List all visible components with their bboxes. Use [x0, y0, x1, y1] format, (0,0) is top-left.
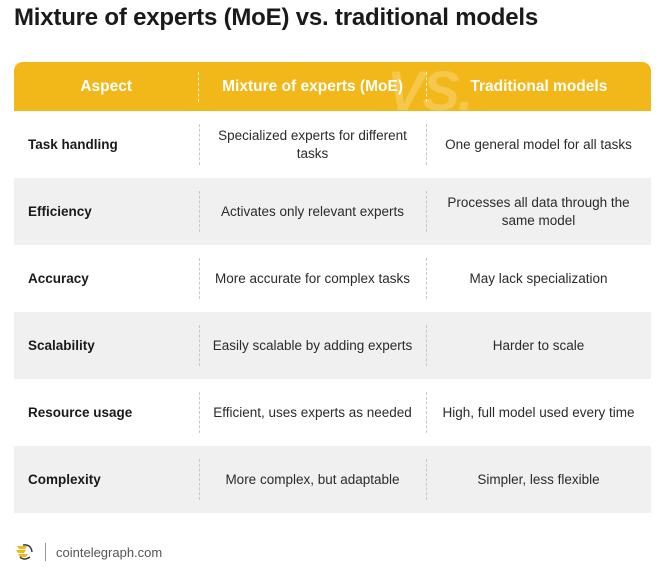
row-moe: More complex, but adaptable [199, 446, 426, 513]
row-traditional: Processes all data through the same mode… [426, 178, 651, 245]
row-traditional: May lack specialization [426, 245, 651, 312]
footer-divider [45, 543, 46, 561]
source-link[interactable]: cointelegraph.com [56, 544, 163, 560]
page-title: Mixture of experts (MoE) vs. traditional… [14, 4, 539, 31]
row-traditional: Simpler, less flexible [426, 446, 651, 513]
row-aspect: Scalability [28, 337, 95, 353]
row-aspect: Efficiency [28, 203, 92, 219]
header-traditional: Traditional models [425, 72, 651, 102]
row-moe: Activates only relevant experts [199, 178, 426, 245]
row-moe: More accurate for complex tasks [199, 245, 426, 312]
table-row: Scalability Easily scalable by adding ex… [14, 312, 651, 379]
table-row: Efficiency Activates only relevant exper… [14, 178, 651, 245]
row-aspect: Accuracy [28, 270, 89, 286]
row-traditional: One general model for all tasks [426, 111, 651, 178]
cointelegraph-logo-icon [14, 542, 36, 562]
footer: cointelegraph.com [14, 541, 162, 563]
header-moe: Mixture of experts (MoE) [198, 72, 425, 102]
table-row: Complexity More complex, but adaptable S… [14, 446, 651, 513]
row-aspect: Resource usage [28, 404, 133, 420]
row-aspect: Complexity [28, 471, 101, 487]
row-traditional: Harder to scale [426, 312, 651, 379]
row-moe: Specialized experts for different tasks [199, 111, 426, 178]
table-header: VS. Aspect Mixture of experts (MoE) Trad… [14, 62, 651, 111]
row-moe: Easily scalable by adding experts [199, 312, 426, 379]
comparison-table: VS. Aspect Mixture of experts (MoE) Trad… [14, 62, 651, 513]
row-traditional: High, full model used every time [426, 379, 651, 446]
row-aspect: Task handling [28, 136, 118, 152]
row-moe: Efficient, uses experts as needed [199, 379, 426, 446]
table-row: Accuracy More accurate for complex tasks… [14, 245, 651, 312]
table-row: Resource usage Efficient, uses experts a… [14, 379, 651, 446]
header-aspect: Aspect [80, 77, 133, 95]
table-row: Task handling Specialized experts for di… [14, 111, 651, 178]
